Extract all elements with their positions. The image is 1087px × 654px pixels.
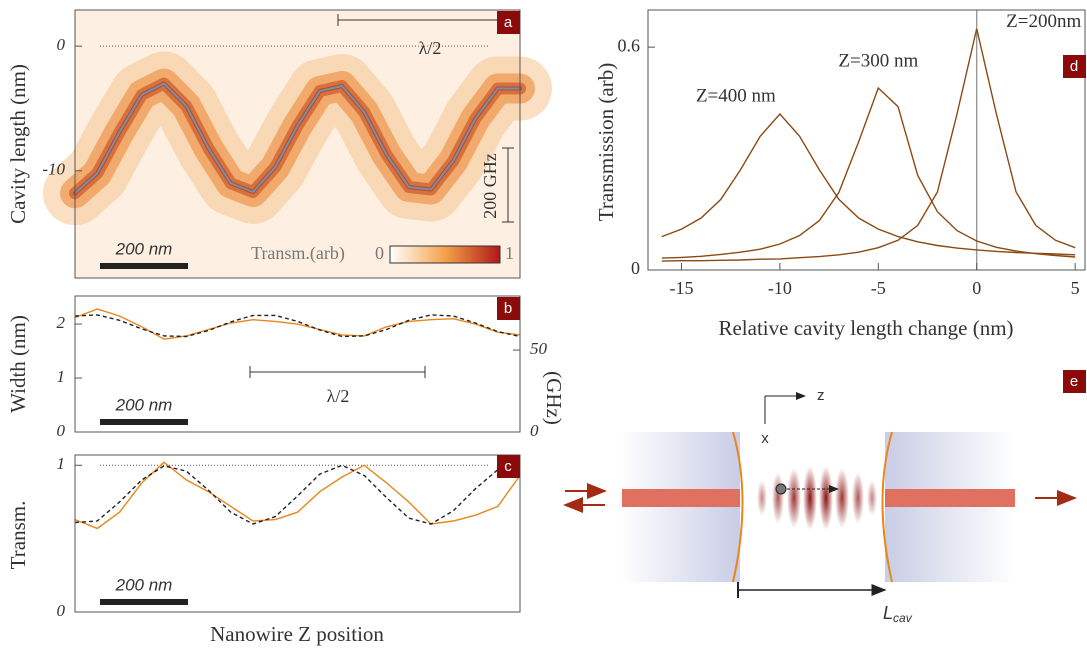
- label-box: [1063, 55, 1086, 78]
- cavity-diagram: z x Lcav: [563, 387, 1077, 625]
- series-line: [74, 308, 521, 340]
- annotation: 200 GHz: [480, 153, 500, 219]
- series-line: [74, 464, 521, 525]
- panel-label: d: [1070, 58, 1078, 75]
- nanowire: [775, 483, 787, 495]
- y-tick-label: 1: [57, 454, 66, 473]
- length-subscript: cav: [893, 611, 913, 625]
- series-label: Z=300 nm: [838, 50, 918, 71]
- x-tick-label: 0: [972, 278, 981, 298]
- fiber: [885, 489, 1015, 507]
- y2-axis-title: (GHz): [542, 371, 566, 425]
- length-symbol: L: [883, 603, 893, 623]
- y-axis-title: Cavity length (nm): [6, 64, 30, 224]
- x-tick-label: -10: [768, 278, 792, 298]
- annotation: 200 nm: [115, 239, 173, 258]
- scale-bar: [100, 263, 188, 269]
- x-tick-label: -15: [669, 278, 693, 298]
- mirror: [881, 431, 893, 583]
- y-tick-label: 0: [631, 258, 640, 278]
- y2-tick-label: 0: [530, 421, 539, 440]
- label-box: [497, 11, 520, 34]
- standing-wave: [757, 466, 877, 530]
- colorbar: [389, 245, 501, 264]
- y-tick-label: -10: [42, 160, 65, 179]
- y-tick-label: 0: [57, 421, 66, 440]
- label-box: [1063, 370, 1086, 393]
- colorbar-tick-label: 0: [375, 243, 384, 263]
- label-box: [497, 297, 520, 320]
- series-line: [661, 86, 1076, 259]
- plot-frame: [647, 9, 1086, 271]
- y-tick-label: 2: [57, 313, 66, 332]
- series-line: [661, 28, 1076, 262]
- mirror: [732, 431, 744, 583]
- annotation: λ/2: [327, 386, 350, 406]
- x-axis-title: Relative cavity length change (nm): [718, 316, 1013, 340]
- y-tick-label: 0: [57, 601, 66, 620]
- y-axis-title: Transmission (arb): [594, 63, 618, 221]
- label-box: [497, 455, 520, 478]
- series-label: Z=200nm: [1006, 11, 1081, 32]
- panel-label: b: [504, 300, 512, 317]
- panel-label: e: [1070, 373, 1078, 390]
- y-axis-title: Transm.: [6, 501, 30, 570]
- y-axis-title: Width (nm): [6, 315, 30, 413]
- x-axis-title: Nanowire Z position: [210, 622, 384, 646]
- axis-label: z: [817, 387, 825, 404]
- series-line: [661, 112, 1076, 256]
- colorbar-tick-label: 1: [505, 243, 514, 263]
- plot-frame: [74, 9, 521, 279]
- y-tick-label: 1: [57, 367, 66, 386]
- x-tick-label: 5: [1071, 278, 1080, 298]
- scale-bar: [100, 599, 188, 605]
- series-label: Z=400 nm: [696, 85, 776, 106]
- axis-label: x: [761, 430, 769, 447]
- panel-label: c: [504, 458, 512, 475]
- plot-frame: [74, 295, 521, 433]
- panel-label: a: [504, 14, 513, 31]
- annotation: 200 nm: [115, 575, 173, 594]
- y2-tick-label: 50: [530, 339, 548, 358]
- plot-frame: [74, 454, 521, 613]
- series-line: [74, 82, 520, 194]
- series-line: [74, 461, 521, 530]
- x-tick-label: -5: [871, 278, 886, 298]
- fiber: [622, 489, 740, 507]
- length-label: Lcav: [883, 603, 913, 625]
- scale-bar: [100, 419, 188, 425]
- annotation: 200 nm: [115, 395, 173, 414]
- y-tick-label: 0: [57, 35, 66, 54]
- y-tick-label: 0.6: [618, 35, 641, 55]
- annotation: λ/2: [419, 38, 442, 58]
- colorbar-label: Transm.(arb): [251, 243, 345, 264]
